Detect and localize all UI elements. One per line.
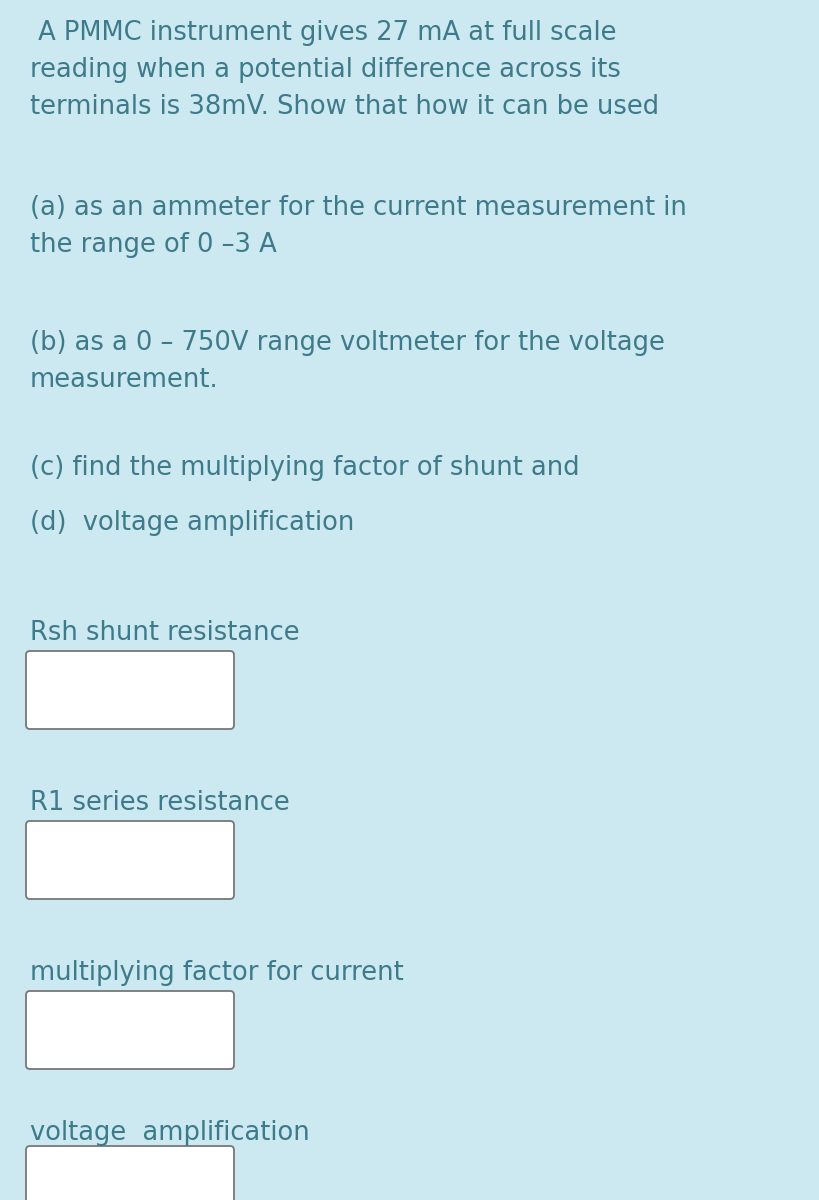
FancyBboxPatch shape: [26, 1146, 234, 1200]
Text: (c) find the multiplying factor of shunt and: (c) find the multiplying factor of shunt…: [30, 455, 580, 481]
Text: multiplying factor for current: multiplying factor for current: [30, 960, 404, 986]
Text: (b) as a 0 – 750V range voltmeter for the voltage
measurement.: (b) as a 0 – 750V range voltmeter for th…: [30, 330, 665, 392]
Text: R1 series resistance: R1 series resistance: [30, 790, 290, 816]
FancyBboxPatch shape: [26, 991, 234, 1069]
FancyBboxPatch shape: [26, 650, 234, 728]
Text: voltage  amplification: voltage amplification: [30, 1120, 310, 1146]
Text: (d)  voltage amplification: (d) voltage amplification: [30, 510, 355, 536]
Text: Rsh shunt resistance: Rsh shunt resistance: [30, 620, 300, 646]
FancyBboxPatch shape: [26, 821, 234, 899]
Text: A PMMC instrument gives 27 mA at full scale
reading when a potential difference : A PMMC instrument gives 27 mA at full sc…: [30, 20, 659, 120]
Text: (a) as an ammeter for the current measurement in
the range of 0 –3 A: (a) as an ammeter for the current measur…: [30, 194, 687, 258]
